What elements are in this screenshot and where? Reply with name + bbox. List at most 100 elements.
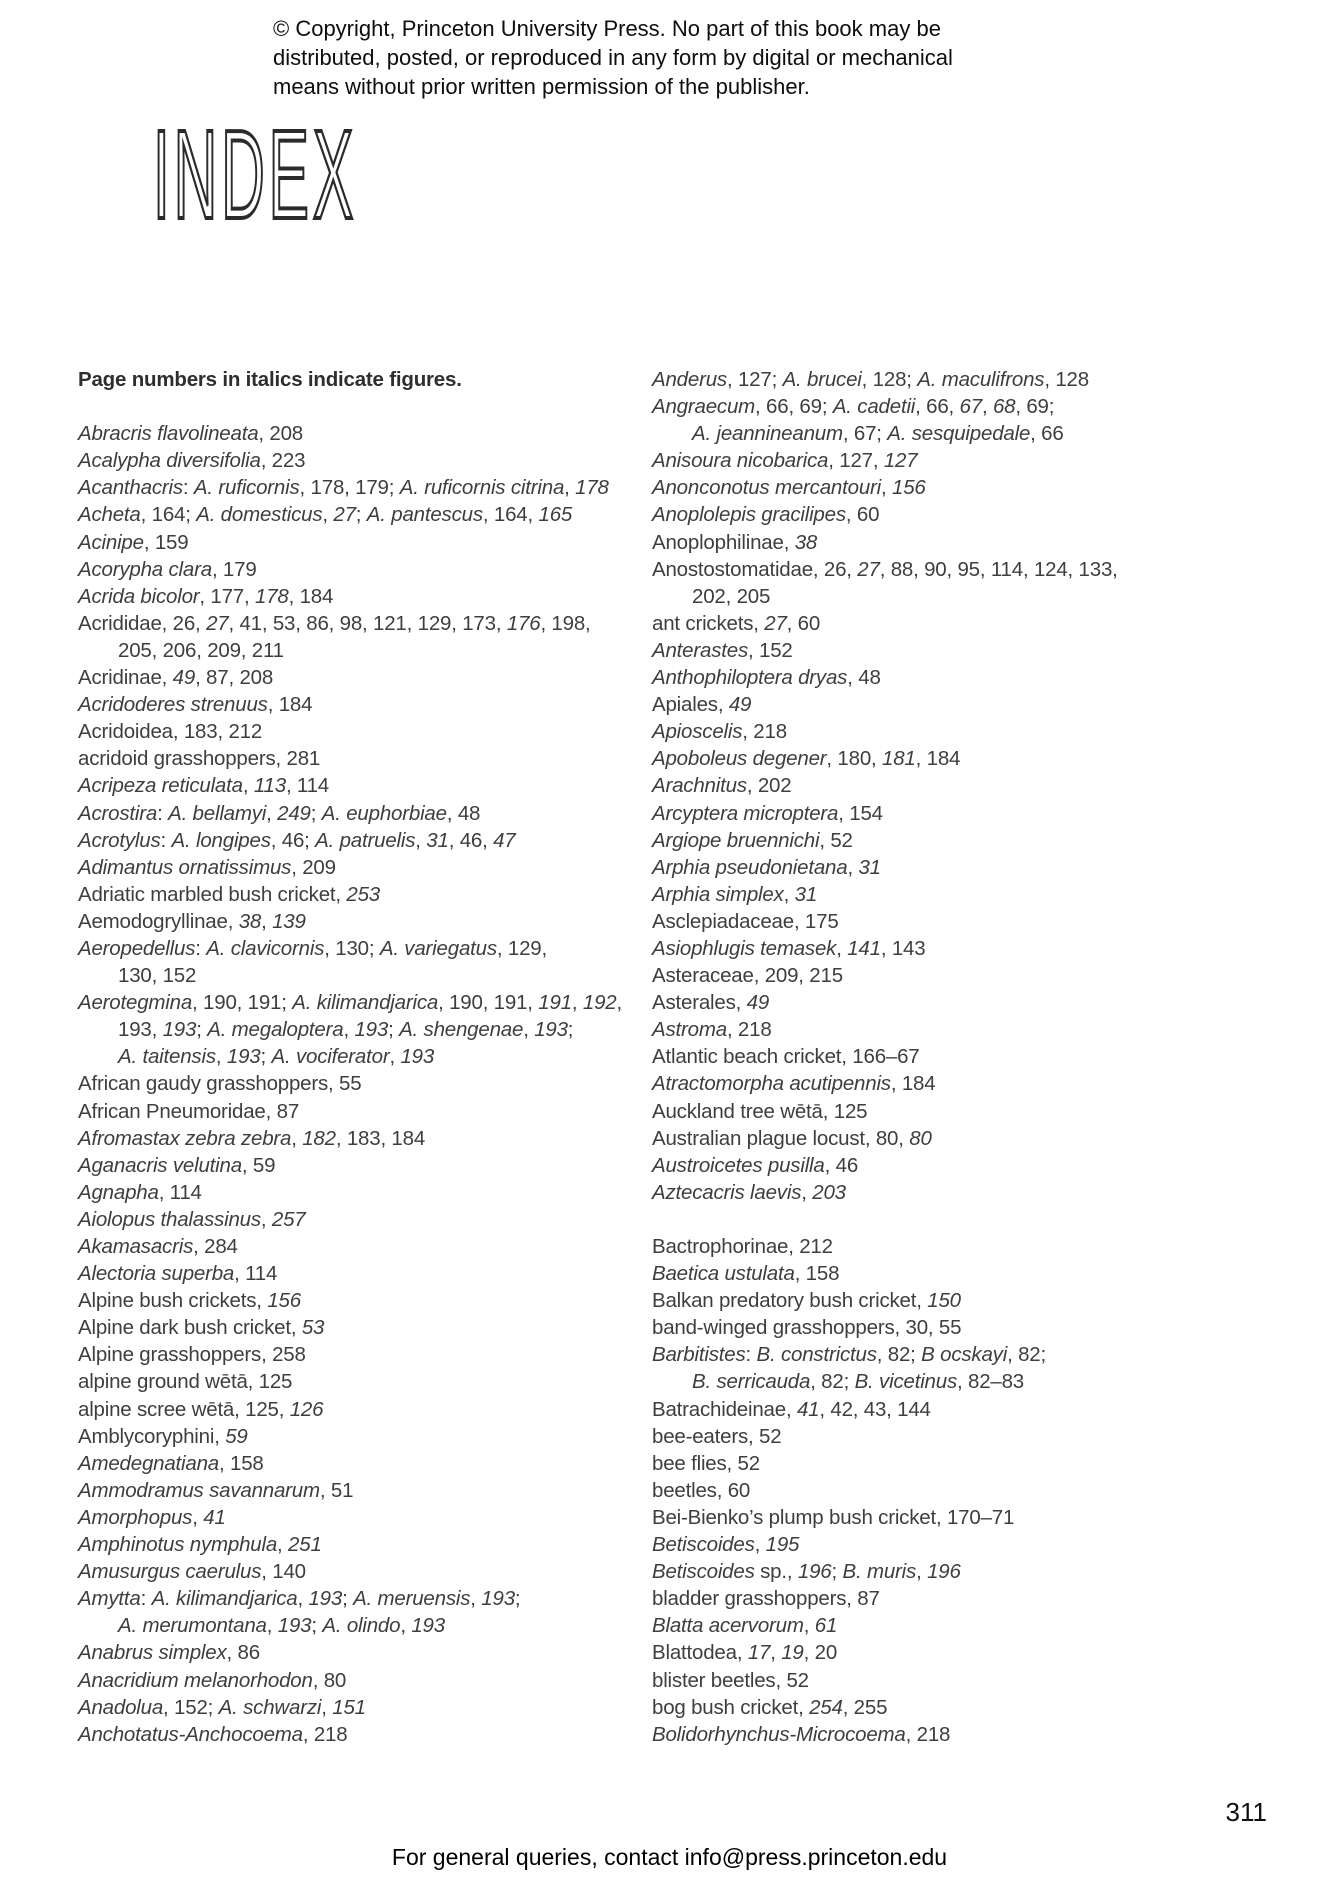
index-entry: Amedegnatiana, 158 bbox=[78, 1451, 264, 1475]
index-entry: Arphia pseudonietana, 31 bbox=[652, 855, 881, 879]
index-entry: Acheta, 164; A. domesticus, 27; A. pante… bbox=[78, 503, 573, 527]
index-entry: Arcyptera microptera, 154 bbox=[652, 801, 883, 825]
index-entry: Agnapha, 114 bbox=[78, 1180, 202, 1204]
index-column-right: Anderus, 127; A. brucei, 128; A. maculif… bbox=[652, 366, 1292, 1748]
index-column-left: Page numbers in italics indicate figures… bbox=[78, 366, 663, 1748]
index-entry: Amorphopus, 41 bbox=[78, 1505, 226, 1529]
index-entry: Betiscoides, 195 bbox=[652, 1533, 800, 1557]
index-entry: Alectoria superba, 114 bbox=[78, 1262, 278, 1286]
index-entry: Anostostomatidae, 26, 27, 88, 90, 95, 11… bbox=[652, 557, 1118, 608]
index-entry: Anabrus simplex, 86 bbox=[78, 1641, 260, 1665]
index-entry: Arachnitus, 202 bbox=[652, 774, 792, 798]
index-entry: Anoplolepis gracilipes, 60 bbox=[652, 503, 880, 527]
index-entry: Anchotatus-Anchocoema, 218 bbox=[78, 1722, 348, 1746]
index-entry: Acridoidea, 183, 212 bbox=[78, 720, 263, 744]
index-entry: Amblycoryphini, 59 bbox=[78, 1424, 248, 1448]
index-entries-right: Anderus, 127; A. brucei, 128; A. maculif… bbox=[652, 366, 1292, 1748]
index-entry: Aztecacris laevis, 203 bbox=[652, 1180, 846, 1204]
index-entry: ant crickets, 27, 60 bbox=[652, 611, 821, 635]
index-entry: Amusurgus caerulus, 140 bbox=[78, 1560, 306, 1584]
index-entry: bee flies, 52 bbox=[652, 1451, 760, 1475]
index-entry: Acinipe, 159 bbox=[78, 530, 189, 554]
index-entry: acridoid grasshoppers, 281 bbox=[78, 747, 321, 771]
index-entry: Argiope bruennichi, 52 bbox=[652, 828, 853, 852]
index-entry: Anadolua, 152; A. schwarzi, 151 bbox=[78, 1695, 366, 1719]
index-entry: Aemodogryllinae, 38, 139 bbox=[78, 909, 306, 933]
index-entry: Aeropedellus: A. clavicornis, 130; A. va… bbox=[78, 936, 547, 988]
index-entry: Atlantic beach cricket, 166–67 bbox=[652, 1045, 920, 1069]
index-entry: Adimantus ornatissimus, 209 bbox=[78, 855, 336, 879]
index-entry: Alpine grasshoppers, 258 bbox=[78, 1343, 306, 1367]
index-entry: Amytta: A. kilimandjarica, 193; A. merue… bbox=[78, 1587, 521, 1638]
copyright-line: distributed, posted, or reproduced in an… bbox=[273, 45, 953, 70]
index-entry: African Pneumoridae, 87 bbox=[78, 1099, 300, 1123]
index-entry: Baetica ustulata, 158 bbox=[652, 1262, 840, 1286]
index-entry: Anoplophilinae, 38 bbox=[652, 530, 818, 554]
index-entry: Akamasacris, 284 bbox=[78, 1235, 238, 1258]
index-entry: Acrostira: A. bellamyi, 249; A. euphorbi… bbox=[78, 801, 481, 825]
index-entry: Austroicetes pusilla, 46 bbox=[652, 1153, 859, 1177]
index-entry: alpine ground wētā, 125 bbox=[78, 1370, 293, 1394]
page-number: 311 bbox=[1225, 1797, 1267, 1827]
footer-query-line: For general queries, contact info@press.… bbox=[391, 1844, 948, 1870]
index-entry: Asiophlugis temasek, 141, 143 bbox=[652, 936, 926, 960]
index-entry: bladder grasshoppers, 87 bbox=[652, 1587, 880, 1611]
index-entry: Betiscoides sp., 196; B. muris, 196 bbox=[652, 1560, 961, 1584]
index-entry: blister beetles, 52 bbox=[652, 1668, 809, 1692]
index-entry: Blattodea, 17, 19, 20 bbox=[652, 1641, 838, 1665]
index-entry: Blatta acervorum, 61 bbox=[652, 1614, 838, 1638]
index-entry: Acridoderes strenuus, 184 bbox=[78, 693, 313, 717]
index-entry: Bactrophorinae, 212 bbox=[652, 1235, 833, 1258]
index-entry: Anonconotus mercantouri, 156 bbox=[652, 476, 926, 500]
index-entry: Bei-Bienko’s plump bush cricket, 170–71 bbox=[652, 1505, 1015, 1529]
index-entry: Acrididae, 26, 27, 41, 53, 86, 98, 121, … bbox=[78, 611, 591, 662]
index-entry: Abracris flavolineata, 208 bbox=[78, 422, 303, 446]
index-entry: Amphinotus nymphula, 251 bbox=[78, 1533, 322, 1557]
index-entry: Atractomorpha acutipennis, 184 bbox=[652, 1072, 936, 1096]
index-entry: Arphia simplex, 31 bbox=[652, 882, 818, 906]
index-entry: Astroma, 218 bbox=[652, 1018, 772, 1042]
index-entry: Acalypha diversifolia, 223 bbox=[78, 449, 306, 473]
index-entry: Afromastax zebra zebra, 182, 183, 184 bbox=[78, 1126, 426, 1150]
index-entry: Asclepiadaceae, 175 bbox=[652, 909, 839, 933]
index-entry: African gaudy grasshoppers, 55 bbox=[78, 1072, 362, 1096]
index-entry: Batrachideinae, 41, 42, 43, 144 bbox=[652, 1397, 931, 1421]
index-entry: Anthophiloptera dryas, 48 bbox=[652, 666, 881, 690]
index-entry: bee-eaters, 52 bbox=[652, 1424, 782, 1448]
index-entry: Alpine dark bush cricket, 53 bbox=[78, 1316, 325, 1340]
index-entry: Asteraceae, 209, 215 bbox=[652, 964, 843, 988]
copyright-line: © Copyright, Princeton University Press.… bbox=[273, 16, 941, 41]
index-entry: beetles, 60 bbox=[652, 1478, 751, 1502]
index-entry: band-winged grasshoppers, 30, 55 bbox=[652, 1316, 962, 1340]
index-entry: Acorypha clara, 179 bbox=[78, 557, 257, 581]
index-entry: Ammodramus savannarum, 51 bbox=[78, 1478, 354, 1502]
index-entry: Angraecum, 66, 69; A. cadetii, 66, 67, 6… bbox=[652, 395, 1064, 446]
index-entry: Acanthacris: A. ruficornis, 178, 179; A.… bbox=[78, 476, 609, 500]
column-gap bbox=[652, 1206, 1292, 1233]
index-entry: Auckland tree wētā, 125 bbox=[652, 1099, 868, 1123]
index-entry: Barbitistes: B. constrictus, 82; B ocska… bbox=[652, 1343, 1046, 1394]
index-entry: Balkan predatory bush cricket, 150 bbox=[652, 1289, 961, 1313]
index-entry: Anacridium melanorhodon, 80 bbox=[78, 1668, 347, 1692]
index-entry: Apioscelis, 218 bbox=[652, 720, 787, 744]
index-entry: Apoboleus degener, 180, 181, 184 bbox=[652, 747, 961, 771]
index-entry: alpine scree wētā, 125, 126 bbox=[78, 1397, 324, 1421]
index-entry: Apiales, 49 bbox=[652, 693, 752, 717]
index-entry: Asterales, 49 bbox=[652, 991, 770, 1015]
index-entry: Aerotegmina, 190, 191; A. kilimandjarica… bbox=[78, 991, 622, 1069]
index-entry: Acridinae, 49, 87, 208 bbox=[78, 666, 274, 690]
index-entry: Australian plague locust, 80, 80 bbox=[652, 1126, 932, 1150]
index-entry: Anterastes, 152 bbox=[652, 638, 793, 662]
italics-note: Page numbers in italics indicate figures… bbox=[78, 368, 462, 391]
copyright-line: means without prior written permission o… bbox=[273, 74, 810, 99]
index-entry: Aiolopus thalassinus, 257 bbox=[78, 1207, 306, 1231]
copyright-notice: © Copyright, Princeton University Press.… bbox=[273, 14, 953, 101]
index-entry: Anisoura nicobarica, 127, 127 bbox=[652, 449, 918, 473]
index-entry: Adriatic marbled bush cricket, 253 bbox=[78, 882, 380, 906]
index-entry: Acripeza reticulata, 113, 114 bbox=[78, 774, 330, 798]
page-title: INDEX bbox=[152, 104, 358, 245]
index-entry: Aganacris velutina, 59 bbox=[78, 1153, 276, 1177]
index-entry: bog bush cricket, 254, 255 bbox=[652, 1695, 888, 1719]
index-entry: Bolidorhynchus-Microcoema, 218 bbox=[652, 1722, 951, 1746]
